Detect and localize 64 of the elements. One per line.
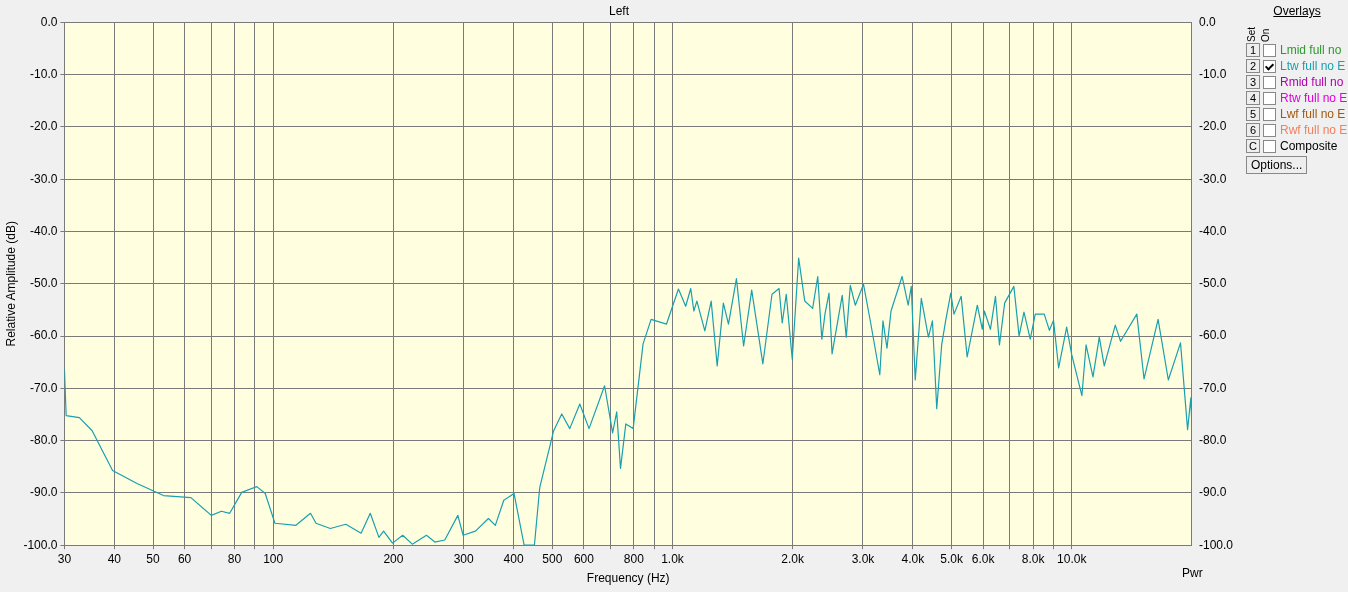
y-tick-label: -60.0 — [30, 328, 58, 343]
y-tick-label: -20.0 — [30, 119, 58, 134]
text: 2 — [1246, 59, 1260, 73]
text: C — [1246, 139, 1260, 153]
y2-tick-label: -100.0 — [1198, 537, 1234, 552]
y2-tick-label: 0.0 — [1198, 14, 1216, 29]
y2-tick-label: -90.0 — [1198, 485, 1227, 500]
text: 5 — [1246, 107, 1260, 121]
y2-tick-label: -60.0 — [1198, 328, 1227, 343]
text: Pwr — [1182, 566, 1203, 580]
text: 4 — [1246, 91, 1260, 105]
chart-title: Left — [608, 3, 630, 18]
text: 1 — [1246, 43, 1260, 57]
x-tick-label: 1.0k — [661, 551, 685, 566]
x-tick-label: 5.0k — [940, 551, 964, 566]
y-tick-label: -100.0 — [23, 537, 58, 552]
y-tick-label: -90.0 — [30, 485, 58, 500]
y-tick-label: -70.0 — [30, 380, 58, 395]
y2-tick-label: -80.0 — [1198, 432, 1227, 447]
text: Ltw full no E — [1280, 59, 1346, 73]
x-tick-label: 50 — [146, 551, 160, 566]
y-tick-label: -50.0 — [30, 276, 58, 291]
y-tick-label: 0.0 — [40, 14, 58, 29]
y2-tick-label: -20.0 — [1198, 119, 1227, 134]
text: Options... — [1246, 156, 1308, 174]
text: Rtw full no E — [1280, 91, 1348, 105]
x-tick-label: 200 — [383, 551, 404, 566]
x-axis-title: Frequency (Hz) — [586, 571, 670, 586]
x-tick-label: 600 — [573, 551, 595, 566]
y-tick-label: -80.0 — [30, 432, 58, 447]
x-tick-label: 300 — [453, 551, 475, 566]
y2-tick-label: -50.0 — [1198, 276, 1227, 291]
x-tick-label: 3.0k — [851, 551, 876, 566]
x-tick-label: 8.0k — [1021, 551, 1046, 566]
y-tick-label: -40.0 — [30, 223, 58, 238]
y-axis-title: Relative Amplitude (dB) — [3, 221, 18, 347]
x-tick-label: 2.0k — [781, 551, 806, 566]
y2-tick-label: -40.0 — [1198, 223, 1227, 238]
y-tick-label: -30.0 — [30, 171, 58, 186]
x-tick-label: 400 — [503, 551, 524, 566]
text: Rwf full no E — [1280, 123, 1348, 137]
text: 6 — [1246, 123, 1260, 137]
text: Set — [1246, 26, 1258, 42]
x-tick-label: 40 — [107, 551, 122, 566]
y2-tick-label: -70.0 — [1198, 380, 1227, 395]
x-tick-label: 10.0k — [1057, 551, 1088, 566]
text: 3 — [1246, 75, 1260, 89]
text: Composite — [1280, 139, 1338, 153]
x-tick-label: 800 — [623, 551, 645, 566]
y2-tick-label: -10.0 — [1198, 66, 1227, 81]
text: Overlays — [1272, 4, 1322, 18]
x-tick-label: 30 — [57, 551, 72, 566]
y-tick-label: -10.0 — [30, 66, 58, 81]
text: On — [1260, 27, 1272, 42]
text: Lwf full no E — [1280, 107, 1346, 121]
x-tick-label: 60 — [177, 551, 192, 566]
x-tick-label: 4.0k — [901, 551, 926, 566]
x-tick-label: 6.0k — [971, 551, 996, 566]
y2-tick-label: -30.0 — [1198, 171, 1227, 186]
text: Lmid full no — [1280, 43, 1342, 57]
x-tick-label: 100 — [263, 551, 284, 566]
x-tick-label: 500 — [542, 551, 563, 566]
x-tick-label: 80 — [227, 551, 242, 566]
text: Rmid full no — [1280, 75, 1344, 89]
